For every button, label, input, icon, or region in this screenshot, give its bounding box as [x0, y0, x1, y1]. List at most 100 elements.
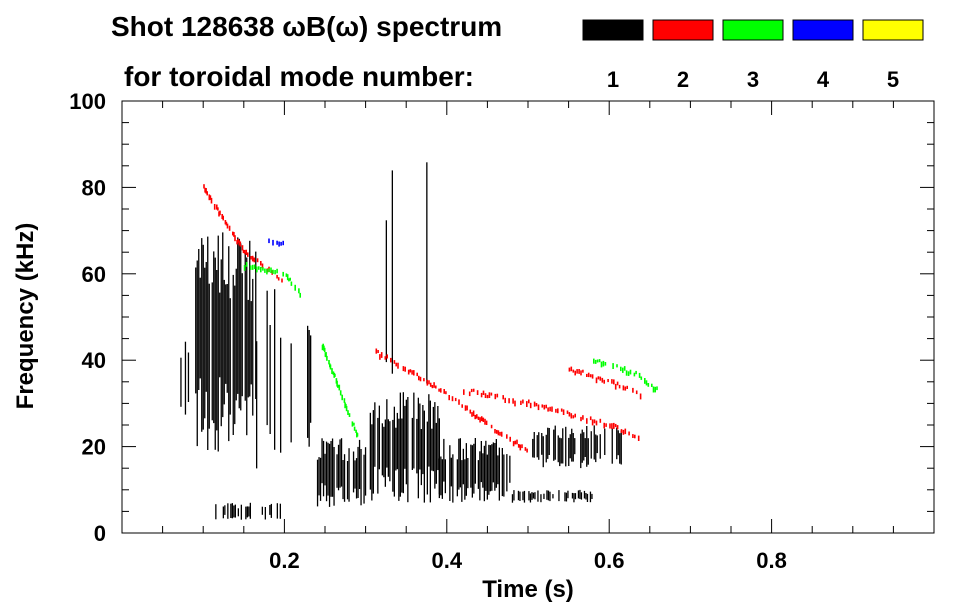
track-dash [555, 408, 557, 413]
plot-area [180, 162, 658, 520]
spectral-streak [225, 284, 227, 384]
track-dash [461, 404, 463, 408]
legend-label-mode-4: 4 [817, 67, 830, 92]
spectral-streak [220, 259, 222, 427]
spectral-streak [246, 257, 248, 436]
spectral-streak [586, 426, 588, 467]
spectral-streak [396, 412, 398, 470]
track-dash [277, 277, 280, 281]
track-dash [390, 357, 392, 363]
track-dash [270, 267, 272, 273]
spectral-streak [532, 438, 534, 458]
spectral-streak [280, 337, 282, 453]
track-dash [490, 392, 493, 396]
track-dash [574, 370, 576, 376]
track-dash [323, 347, 326, 353]
spectral-streak [596, 435, 598, 454]
track-dash [640, 376, 643, 380]
spectral-streak [392, 419, 394, 492]
spectral-streak [256, 341, 258, 469]
spectral-streak [211, 282, 213, 421]
track-dash [418, 375, 420, 381]
spectral-streak [348, 448, 350, 502]
track-dash [213, 204, 216, 210]
track-dash [557, 408, 559, 414]
track-dash [356, 433, 359, 437]
spectral-streak [480, 441, 482, 483]
spectral-region-7 [532, 425, 622, 469]
spectral-streak [485, 440, 487, 491]
spectral-streak [619, 433, 621, 464]
track-dash [431, 385, 434, 389]
track-dash [239, 241, 242, 247]
spectral-streak [279, 503, 281, 519]
spectral-streak [202, 244, 204, 430]
track-dash [587, 372, 590, 378]
track-dash [600, 361, 603, 368]
spectral-streak [581, 429, 583, 463]
spectral-streak [553, 429, 555, 461]
spectral-streak [548, 428, 550, 455]
legend: 1 2 3 4 5 [582, 19, 924, 92]
spectral-streak [228, 246, 230, 442]
spectral-streak [513, 490, 515, 501]
track-dash [586, 418, 588, 424]
track-dash [355, 429, 357, 433]
track-dash [618, 384, 621, 389]
spectral-streak [222, 232, 224, 418]
spectral-streak [547, 490, 550, 501]
track-dash [451, 396, 454, 402]
spectral-streak [241, 273, 243, 397]
track-dash [596, 359, 599, 363]
spectral-streak [467, 458, 469, 489]
track-dash [219, 210, 221, 216]
track-dash [603, 422, 605, 429]
track-dash [595, 420, 598, 426]
track-dash [426, 379, 429, 386]
track-dash [334, 373, 336, 377]
spectral-streak [372, 410, 374, 494]
mode-track-7 [268, 238, 284, 247]
track-dash [614, 383, 617, 390]
spectral-streak [399, 392, 401, 497]
track-dash [331, 368, 333, 374]
spectral-streak [384, 419, 386, 487]
spectral-streak [232, 274, 234, 435]
spectral-streak [339, 439, 341, 488]
track-dash [280, 241, 282, 246]
track-dash [602, 360, 605, 367]
legend-swatch-mode-1 [582, 19, 644, 41]
spectral-streak [199, 277, 201, 379]
spectral-streak [308, 330, 310, 447]
track-dash [517, 444, 520, 448]
track-dash [210, 197, 213, 204]
spectral-streak [358, 439, 361, 489]
spectral-streak [452, 454, 454, 503]
spectral-streak [318, 457, 320, 496]
track-dash [549, 406, 551, 412]
spectral-streak [330, 441, 332, 497]
track-dash [379, 354, 381, 360]
spectral-streak [374, 402, 376, 467]
spectral-streak [477, 460, 479, 489]
spectral-streak [593, 425, 595, 460]
spectral-streak [385, 220, 387, 363]
spectral-streak [216, 270, 218, 431]
track-dash [348, 413, 351, 417]
track-dash [488, 392, 491, 398]
track-dash [282, 271, 284, 277]
track-dash [570, 366, 573, 372]
spectral-streak [250, 301, 252, 385]
y-tick-label: 80 [82, 175, 106, 200]
track-dash [484, 418, 486, 425]
spectral-streak [462, 448, 464, 485]
track-dash [616, 364, 618, 368]
spectral-streak [428, 394, 430, 467]
track-dash [464, 405, 467, 411]
track-dash [516, 439, 518, 445]
spectral-streak [416, 418, 418, 474]
track-dash [208, 194, 211, 201]
track-dash [243, 250, 246, 254]
track-dash [572, 369, 575, 373]
track-dash [486, 394, 489, 399]
